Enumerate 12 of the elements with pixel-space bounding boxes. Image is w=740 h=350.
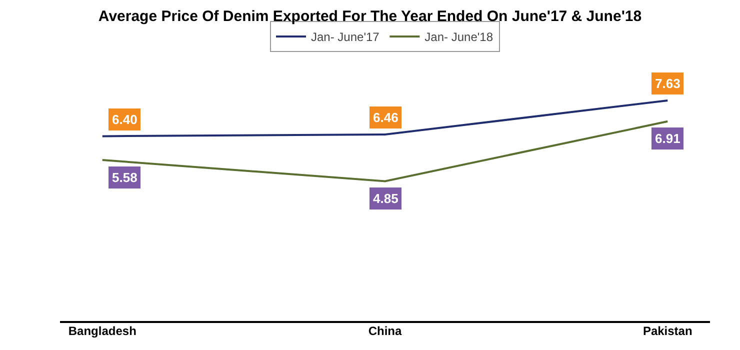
x-tick-label: Pakistan [642,324,692,338]
data-label: 4.85 [373,191,398,206]
data-label: 6.91 [655,131,680,146]
data-label: 7.63 [655,76,680,91]
x-tick-label: China [368,324,402,338]
legend-label: Jan- June'17 [311,30,380,44]
x-tick-label: Bangladesh [68,324,136,338]
legend-label: Jan- June'18 [424,30,494,44]
data-label: 5.58 [112,170,138,185]
data-label: 6.40 [112,112,138,127]
data-label: 6.46 [373,110,398,125]
chart-title: Average Price Of Denim Exported For The Year Ended On June'17 & June'18 [98,8,642,25]
